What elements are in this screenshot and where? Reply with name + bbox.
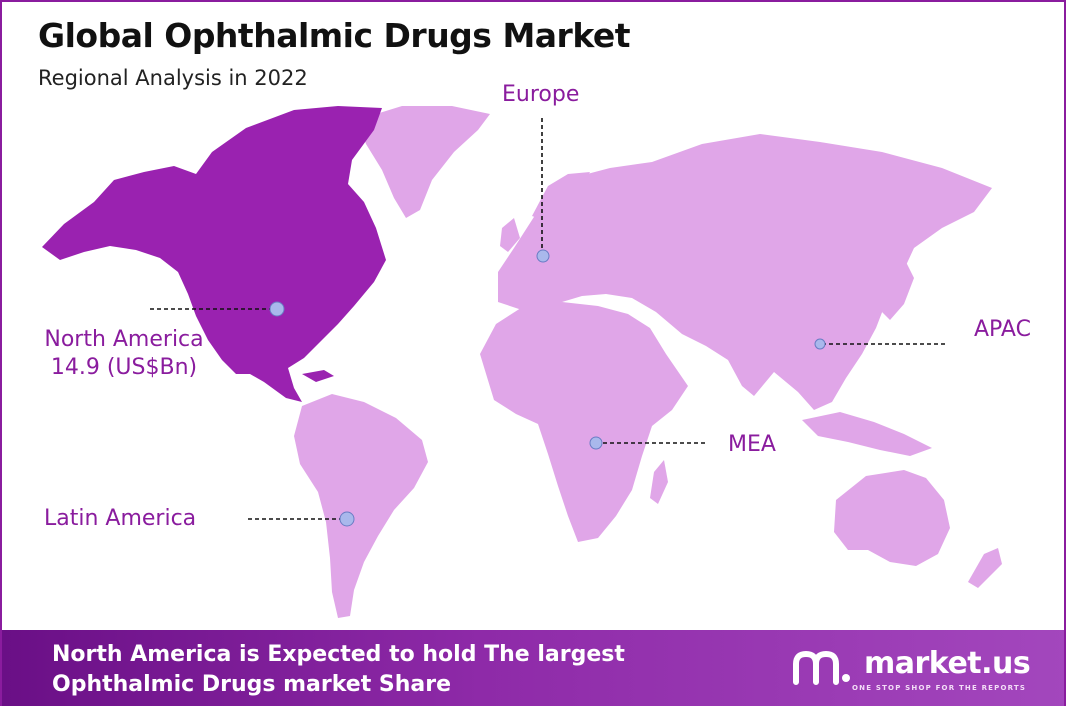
footer-banner: North America is Expected to hold The la… — [2, 630, 1064, 706]
page-title: Global Ophthalmic Drugs Market — [38, 16, 631, 55]
footer-line-1: North America is Expected to hold The la… — [52, 642, 625, 667]
uk-shape — [500, 218, 520, 252]
mea-marker — [589, 436, 603, 450]
scandinavia-shape — [532, 172, 590, 222]
australia-shape — [834, 470, 950, 566]
south-america-shape — [294, 394, 428, 618]
latin-america-marker — [339, 511, 355, 527]
latin-america-label: Latin America — [44, 506, 197, 531]
apac-label: APAC — [974, 317, 1031, 342]
north-america-shape — [42, 106, 386, 402]
north-america-value: 14.9 (US$Bn) — [50, 355, 198, 380]
north-america-name: North America — [44, 327, 204, 352]
brand-name: market.us — [864, 646, 1031, 681]
mea-label: MEA — [728, 432, 776, 457]
footer-text: North America is Expected to hold The la… — [52, 640, 625, 700]
apac-marker — [814, 338, 826, 350]
europe-marker — [536, 249, 550, 263]
new-zealand-shape — [968, 548, 1002, 588]
north-america-label: North America 14.9 (US$Bn) — [16, 326, 232, 382]
greenland-shape — [357, 106, 490, 218]
brand-logo: market.us ONE STOP SHOP FOR THE REPORTS — [790, 644, 1040, 700]
page-subtitle: Regional Analysis in 2022 — [38, 66, 308, 90]
madagascar-shape — [650, 460, 668, 504]
africa-shape — [480, 302, 688, 542]
se-asia-islands-shape — [802, 412, 932, 456]
europe-label: Europe — [502, 82, 580, 107]
market-us-logo-icon — [793, 650, 850, 685]
north-america-marker — [269, 301, 285, 317]
eurasia-shape — [498, 134, 992, 410]
footer-line-2: Ophthalmic Drugs market Share — [52, 672, 451, 697]
brand-tagline: ONE STOP SHOP FOR THE REPORTS — [852, 684, 1027, 692]
caribbean-shape — [302, 370, 334, 382]
japan-shape — [882, 262, 914, 320]
